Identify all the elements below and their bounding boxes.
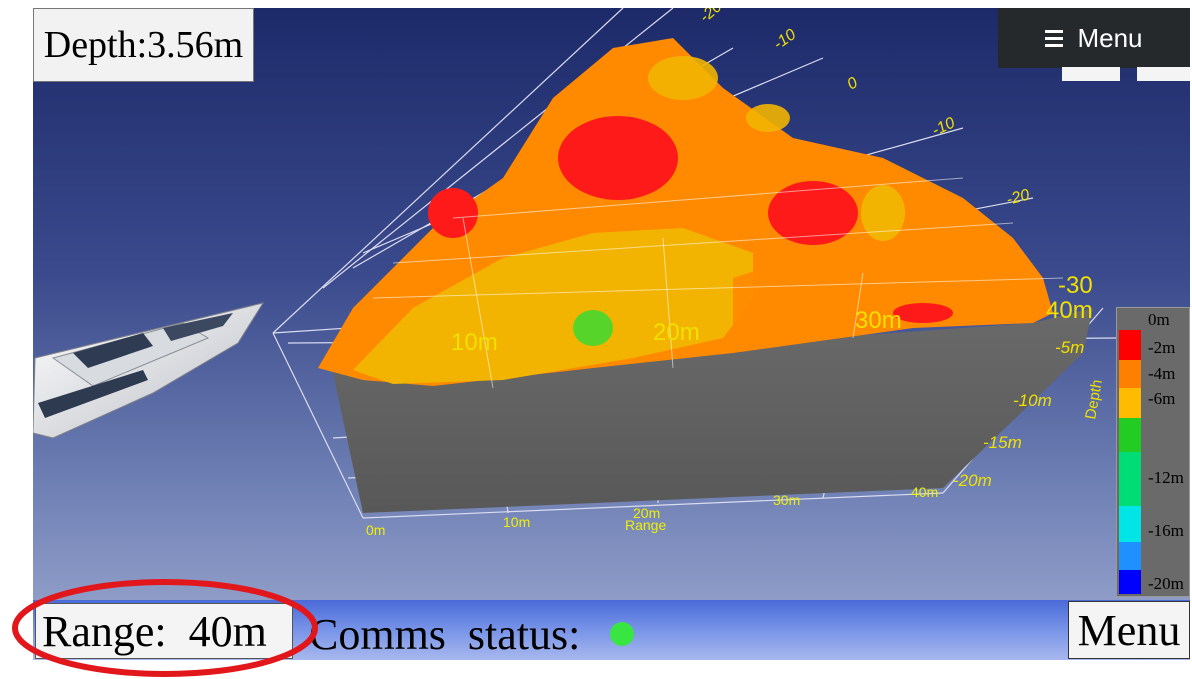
legend-swatch <box>1119 360 1141 388</box>
comms-status: Comms status: <box>309 606 635 662</box>
legend-label: -12m <box>1148 468 1184 487</box>
depth-axis-label: Depth <box>1082 378 1106 420</box>
surface-range-label-40: 40m <box>1046 297 1093 324</box>
range-selector[interactable]: Range: 40m <box>35 603 293 659</box>
legend-label: -4m <box>1148 364 1176 383</box>
depth-tick-10: -10m <box>1013 391 1052 410</box>
sonar-3d-scene[interactable]: 0m 10m 20m 30m 40m Range 10m 20m 30m 40m… <box>33 8 1190 600</box>
boat-icon <box>33 302 265 439</box>
legend-swatch <box>1119 570 1141 594</box>
depth-color-legend: 0m -2m -4m -6m -12m -16m -20m <box>1116 307 1190 597</box>
legend-swatch <box>1119 542 1141 570</box>
lateral-tick-1: -20 <box>697 8 726 26</box>
legend-label: -20m <box>1148 574 1184 593</box>
depth-tick-5: -5m <box>1055 338 1084 357</box>
lateral-tick-6: -30 <box>1058 272 1093 299</box>
surface-range-label-20: 20m <box>653 319 700 346</box>
lateral-tick-5: -20 <box>1005 186 1032 208</box>
toolbar-mini-button-2[interactable] <box>1137 67 1190 81</box>
range-axis-label: Range <box>625 517 666 533</box>
top-menu-button[interactable]: Menu <box>998 8 1190 68</box>
lateral-tick-2: -10 <box>771 26 800 53</box>
surface-range-label-10: 10m <box>451 329 498 356</box>
comms-status-indicator-icon <box>610 622 635 646</box>
depth-tick-15: -15m <box>983 433 1022 452</box>
hamburger-icon <box>1045 26 1064 51</box>
surface-range-label-30: 30m <box>855 307 902 334</box>
top-menu-label: Menu <box>1077 22 1143 53</box>
bathymetry-surface <box>318 38 1053 386</box>
legend-label: -2m <box>1148 338 1176 357</box>
surface-grid <box>372 177 1064 389</box>
comms-status-label: Comms status: <box>309 609 581 659</box>
legend-swatch <box>1119 452 1141 506</box>
range-tick-10: 10m <box>503 514 530 530</box>
legend-label: -6m <box>1148 389 1176 408</box>
toolbar-mini-button-1[interactable] <box>1062 67 1120 81</box>
range-tick-20: 20m <box>633 505 660 521</box>
sonar-3d-viewport[interactable]: 0m 10m 20m 30m 40m Range 10m 20m 30m 40m… <box>33 8 1190 600</box>
legend-label: -16m <box>1148 521 1184 540</box>
lateral-tick-3: 0 <box>845 74 861 93</box>
range-tick-40: 40m <box>911 484 938 500</box>
bottom-menu-button[interactable]: Menu <box>1068 601 1190 659</box>
legend-swatch <box>1119 506 1141 542</box>
range-tick-0: 0m <box>366 522 385 538</box>
range-tick-30: 30m <box>773 492 800 508</box>
legend-swatch <box>1119 330 1141 360</box>
terrain-wall <box>333 308 1093 513</box>
legend-swatch <box>1119 388 1141 418</box>
legend-swatch <box>1119 418 1141 452</box>
depth-tick-20: -20m <box>953 471 992 490</box>
legend-label: 0m <box>1148 310 1170 329</box>
depth-readout: Depth:3.56m <box>33 8 254 82</box>
